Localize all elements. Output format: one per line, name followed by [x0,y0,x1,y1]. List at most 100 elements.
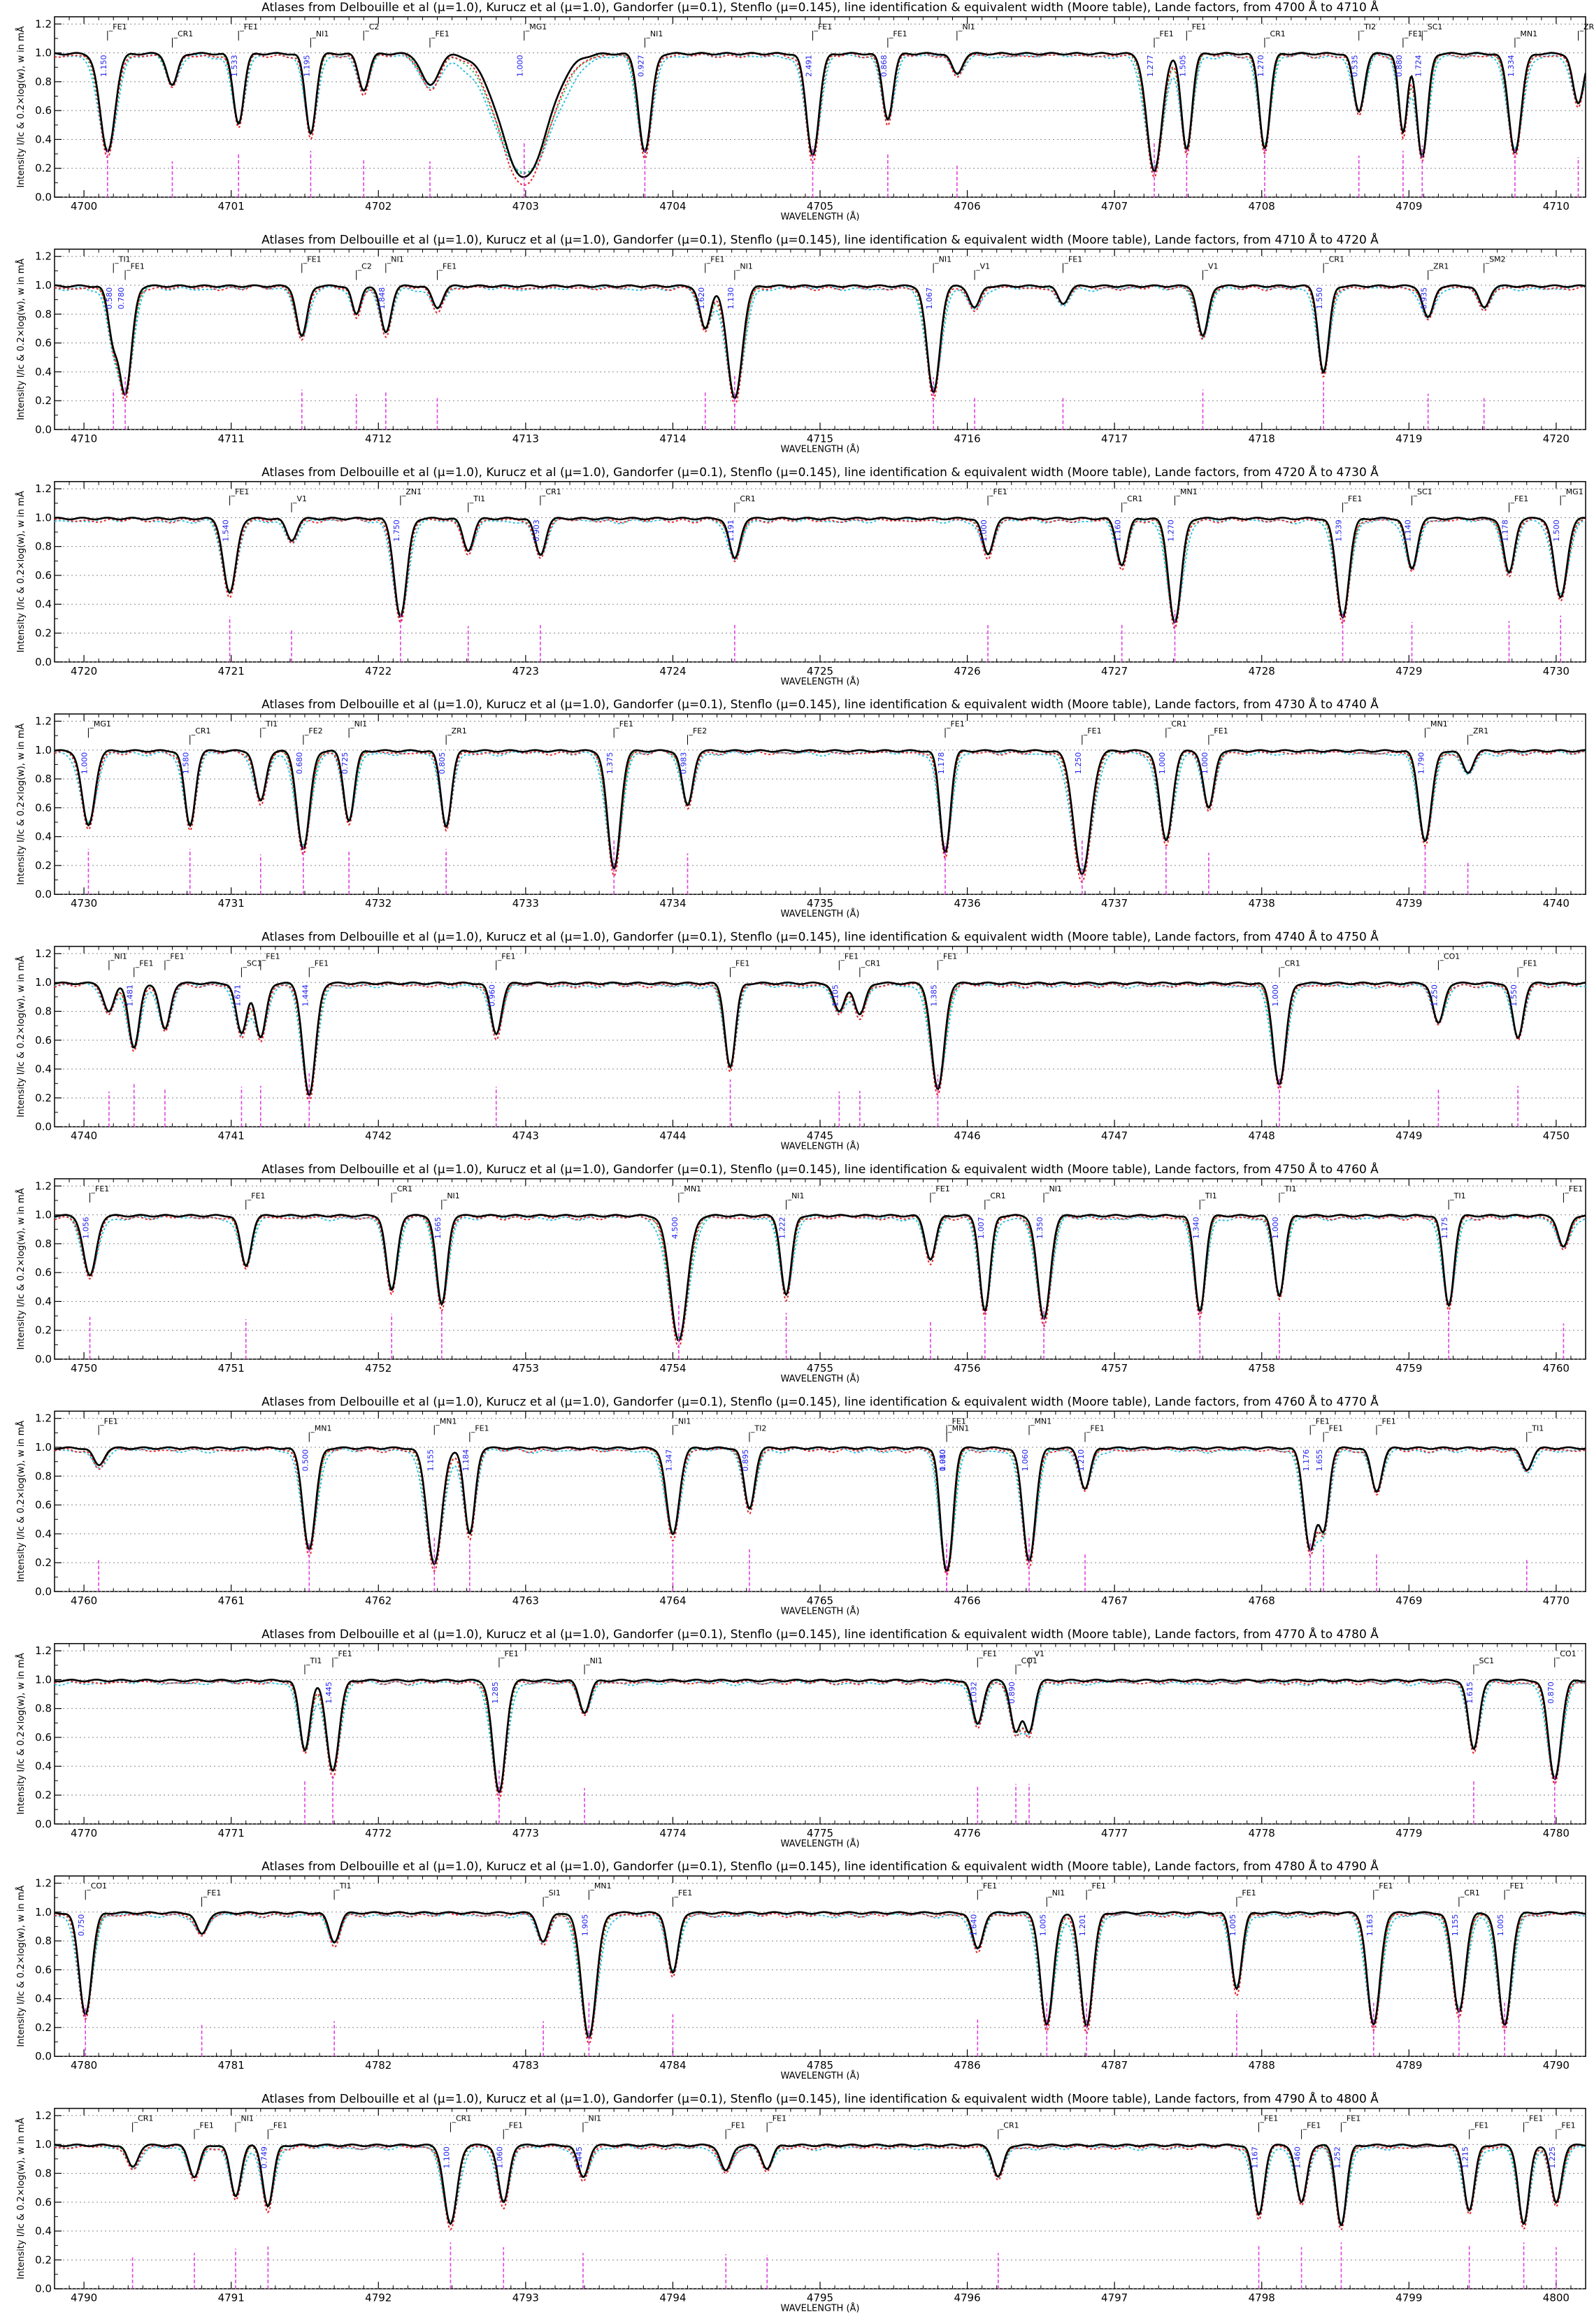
lande-factor: 1.000 [979,519,989,542]
lande-factor: 1.790 [1416,752,1426,775]
y-tick-label: 1.2 [35,2109,52,2122]
line-id-label: _V1 [1030,1649,1044,1658]
y-tick-label: 0.2 [35,1556,52,1569]
x-tick-label: 4760 [1543,1362,1570,1375]
kurucz-spectrum [55,1447,1586,1576]
line-id-label: _FE1 [813,22,832,31]
lande-factor: 1.540 [222,519,231,542]
atlas-panel-4780: Atlases from Delbouille et al (μ=1.0), K… [15,1858,1586,2081]
x-axis-label: WAVELENGTH (Å) [781,211,860,222]
x-tick-label: 4780 [71,2059,97,2072]
y-tick-label: 0.4 [35,831,52,843]
line-id-label: _CO1 [86,1881,107,1891]
line-id-label: _FE1 [1374,1881,1393,1891]
x-tick-label: 4734 [659,897,686,910]
line-id-label: _FE1 [195,2121,214,2130]
lande-factor: 1.460 [1293,2146,1302,2169]
x-tick-label: 4736 [954,897,980,910]
line-id-label: _TI1 [1528,1423,1544,1433]
x-tick-label: 4786 [954,2059,980,2072]
line-id-label: _FE1 [99,1416,118,1426]
lande-factor: 1.005 [1228,1914,1237,1937]
lande-factor: 1.000 [1200,752,1209,775]
line-id-label: _V1 [292,494,307,503]
line-id-label: _TI1 [335,1881,351,1891]
lande-factor: 1.210 [1077,1449,1086,1472]
line-id-label: _CR1 [1324,254,1344,264]
lande-factor: 1.277 [1146,55,1155,78]
line-id-label: _FE1 [1525,2114,1544,2123]
line-id-label: _FE1 [931,1184,950,1193]
lande-factor: 1.191 [726,519,735,542]
x-tick-label: 4775 [807,1827,833,1839]
line-id-label: _FE1 [126,261,145,271]
plot-frame [54,1410,1586,1593]
x-axis-label: WAVELENGTH (Å) [781,1373,860,1384]
x-tick-label: 4725 [807,665,833,677]
line-id-label: _ZR1 [447,726,467,736]
line-id-label: _NI1 [584,2114,601,2123]
line-id-label: _FE1 [1470,2121,1489,2130]
line-id-label: _NI1 [585,1656,603,1665]
lande-factor: 0.580 [105,287,114,310]
lande-factor: 1.655 [1315,1449,1324,1472]
y-tick-label: 0.6 [35,1499,52,1512]
line-id-label: _MN1 [1516,29,1537,38]
line-id-label: _FE1 [726,2121,745,2130]
x-tick-label: 4747 [1101,1130,1128,1142]
x-tick-label: 4797 [1101,2292,1128,2304]
line-id-label: _FE1 [989,487,1007,496]
line-id-label: _FE1 [731,959,750,968]
line-id-label: _SM2 [1485,254,1506,264]
x-tick-label: 4741 [218,1130,245,1142]
panel-title: Atlases from Delbouille et al (μ=1.0), K… [261,1161,1379,1177]
line-id-label: _FE1 [1260,2114,1279,2123]
x-tick-label: 4740 [71,1130,97,1142]
x-axis-label: WAVELENGTH (Å) [781,2070,860,2081]
lande-factor: 1.175 [1440,1217,1449,1240]
x-tick-label: 4793 [512,2292,539,2304]
lande-factor: 1.000 [516,55,525,78]
lande-factor: 1.184 [461,1449,471,1472]
x-tick-label: 4780 [1543,1827,1570,1839]
lande-factor: 1.032 [969,1681,978,1704]
line-id-label: _MN1 [1426,719,1447,729]
x-tick-label: 4720 [1543,432,1570,445]
x-tick-label: 4800 [1543,2292,1570,2304]
line-id-label: _ZR1 [1429,261,1449,271]
x-tick-label: 4758 [1249,1362,1275,1375]
lande-factor: 1.000 [1271,1217,1280,1240]
panel-title: Atlases from Delbouille et al (μ=1.0), K… [261,1393,1379,1409]
line-id-label: _TI1 [1200,1191,1216,1200]
y-tick-label: 0.8 [35,2167,52,2179]
line-id-label: _V1 [975,261,990,271]
line-id-label: _NI1 [787,1191,805,1200]
panel-title: Atlases from Delbouille et al (μ=1.0), K… [261,929,1379,945]
x-tick-label: 4749 [1395,1130,1422,1142]
line-id-label: _MN1 [947,1423,969,1433]
y-tick-label: 1.0 [35,744,52,756]
y-tick-label: 0.0 [35,1818,52,1830]
lande-factor: 1.155 [1451,1914,1460,1937]
plot-frame [54,1875,1586,2057]
x-tick-label: 4760 [71,1594,97,1607]
lande-factor: 1.000 [1158,752,1167,775]
line-id-label: _CR1 [173,29,193,38]
lande-factor: 1.375 [605,752,615,775]
y-tick-label: 0.0 [35,2050,52,2063]
lande-factor: 0.890 [1007,1681,1017,1704]
line-id-label: _FE1 [504,2121,523,2130]
lande-factor: 1.444 [301,984,310,1007]
y-tick-label: 0.6 [35,569,52,582]
line-id-label: _CO1 [1556,1649,1577,1658]
line-id-label: _SC1 [1474,1656,1494,1665]
line-id-label: _FE1 [310,959,329,968]
plot-frame [54,945,1586,1128]
panel-title: Atlases from Delbouille et al (μ=1.0), K… [261,231,1379,247]
lande-factor: 0.805 [438,752,447,775]
delbouille-spectrum [55,749,1586,875]
lande-factor: 1.539 [1335,519,1344,542]
x-tick-label: 4767 [1101,1594,1128,1607]
y-tick-label: 0.8 [35,1702,52,1715]
line-id-label: _NI1 [350,719,367,729]
